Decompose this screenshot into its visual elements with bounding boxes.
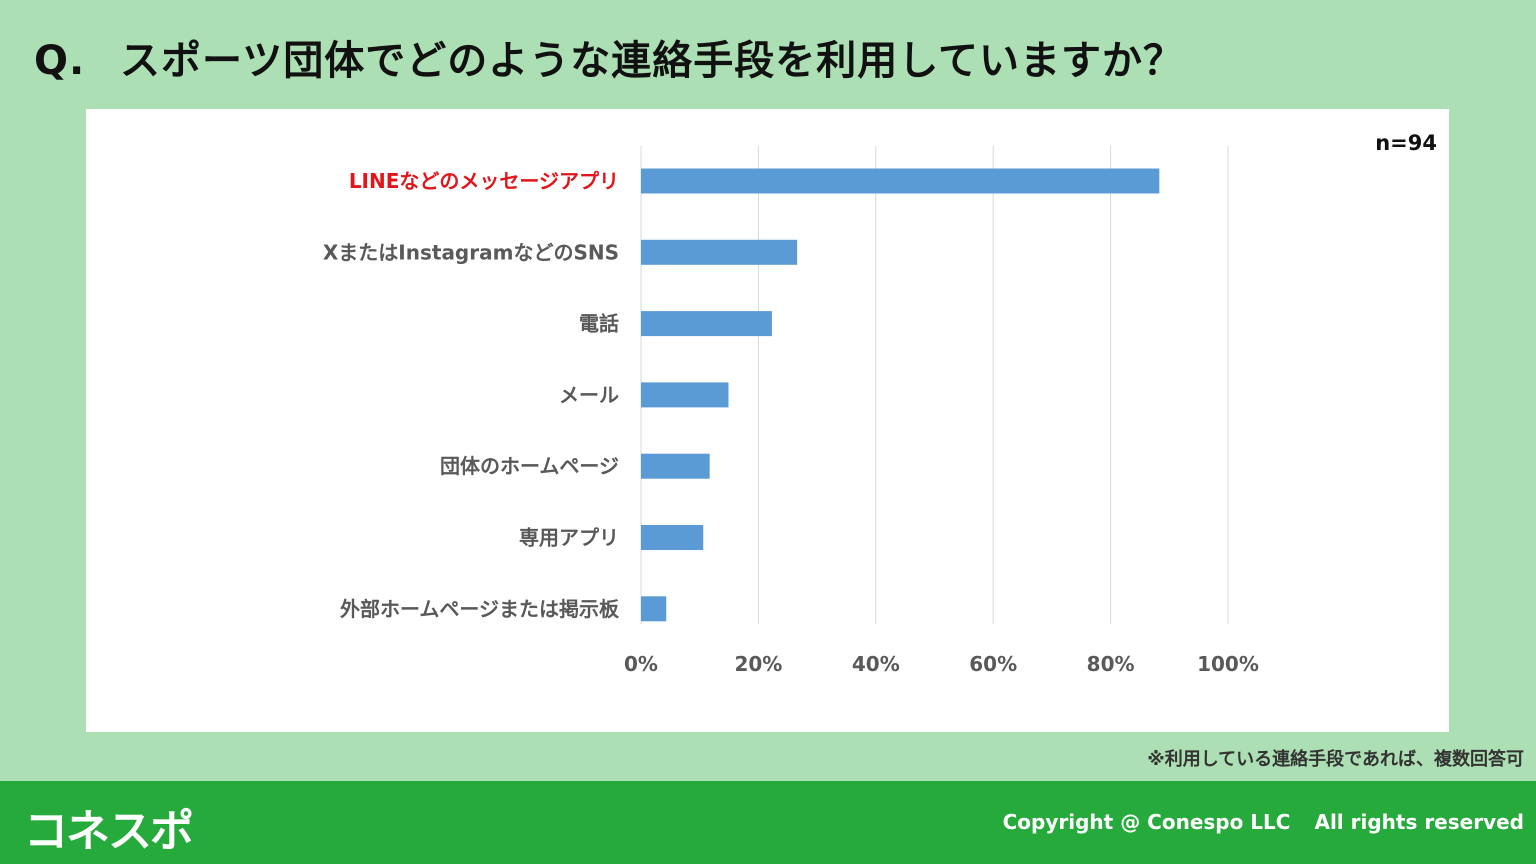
footnote: ※利用している連絡手段であれば、複数回答可	[1147, 749, 1524, 770]
x-tick-label-0: 0%	[624, 652, 658, 676]
category-label-4: 団体のホームページ	[440, 454, 619, 478]
copyright-rights: All rights reserved	[1314, 810, 1524, 834]
bar-1	[641, 239, 798, 265]
bar-0	[641, 168, 1160, 194]
question-text: スポーツ団体でどのような連絡手段を利用していますか？	[120, 38, 1184, 84]
chart-panel: n=94 0% 20% 40% 60% 80% 100% LINEなどのメッセージアプリ Xま…	[86, 109, 1449, 732]
x-tick-label-80: 80%	[1087, 652, 1135, 676]
x-tick-label-60: 60%	[969, 652, 1017, 676]
copyright-text: Copyright @ Conespo LLC All rights reserv…	[1003, 810, 1524, 834]
category-label-2: 電話	[579, 312, 619, 336]
x-tick-label-100: 100%	[1197, 652, 1259, 676]
category-label-5: 専用アプリ	[519, 526, 619, 550]
bar-3	[641, 382, 729, 408]
bar-4	[641, 453, 710, 479]
category-label-3: メール	[559, 383, 619, 407]
category-label-1: XまたはInstagramなどのSNS	[323, 240, 619, 264]
copyright-owner: Copyright @ Conespo LLC	[1002, 810, 1291, 834]
x-tick-label-40: 40%	[852, 652, 900, 676]
bar-6	[641, 596, 667, 622]
brand-logo: コネスポ	[24, 806, 194, 857]
footer-bar: コネスポ Copyright @ Conespo LLC All rights r…	[0, 781, 1536, 864]
category-label-6: 外部ホームページまたは掲示板	[340, 597, 620, 621]
bar-5	[641, 525, 704, 550]
category-label-0: LINEなどのメッセージアプリ	[349, 169, 619, 193]
sample-size-label: n=94	[1375, 131, 1437, 155]
question-prefix: Q.	[34, 38, 86, 84]
bar-chart: 0% 20% 40% 60% 80% 100% LINEなどのメッセージアプリ XまたはIns…	[323, 146, 1259, 676]
question-title: Q. スポーツ団体でどのような連絡手段を利用していますか？	[34, 28, 1184, 86]
bar-2	[641, 311, 772, 337]
x-tick-label-20: 20%	[734, 652, 782, 676]
